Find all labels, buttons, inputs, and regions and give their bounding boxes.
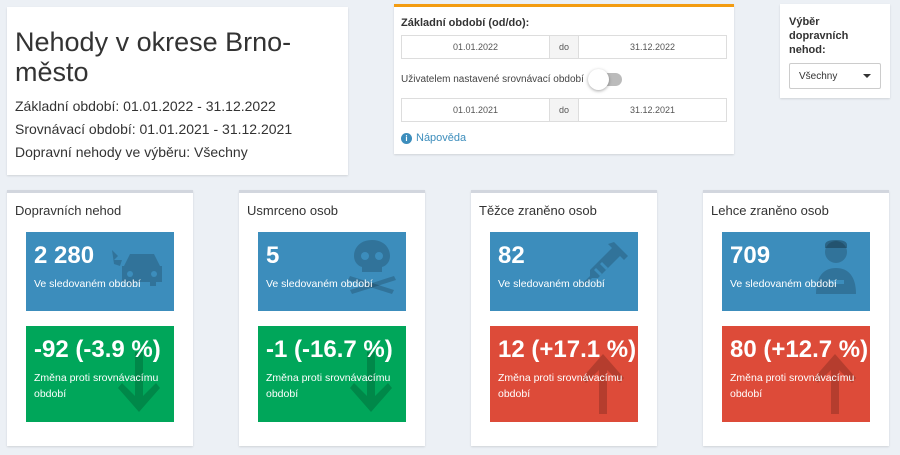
select-value: Všechny bbox=[799, 70, 838, 82]
compare-date-range: 01.01.2021 do 31.12.2021 bbox=[401, 98, 727, 122]
compare-period-text: Srovnávací období: 01.01.2021 - 31.12.20… bbox=[15, 121, 293, 137]
value-caption: Ve sledovaném období bbox=[498, 278, 605, 290]
custom-compare-row: Uživatelem nastavené srovnávací období bbox=[401, 67, 727, 91]
title-box: Nehody v okrese Brno-město Základní obdo… bbox=[7, 7, 348, 175]
panel-fatalities: Usmrceno osob 5 Ve sledovaném období -1 … bbox=[239, 190, 425, 446]
value-number: 709 bbox=[730, 242, 771, 269]
base-period-label: Základní období (od/do): bbox=[401, 17, 530, 29]
change-number: -92 (-3.9 %) bbox=[34, 336, 161, 363]
base-date-range: 01.01.2022 do 31.12.2022 bbox=[401, 35, 727, 59]
value-caption: Ve sledovaném období bbox=[730, 278, 837, 290]
skull-crossbones-icon bbox=[348, 240, 396, 294]
panel-accidents: Dopravních nehod 2 280 Ve sledovaném obd… bbox=[7, 190, 193, 446]
change-caption: Změna proti srovnávacímu období bbox=[34, 372, 159, 400]
base-date-separator: do bbox=[549, 36, 579, 58]
base-date-to-input[interactable]: 31.12.2022 bbox=[629, 42, 676, 52]
accident-type-select[interactable]: Všechny bbox=[789, 63, 881, 89]
change-number: -1 (-16.7 %) bbox=[266, 336, 393, 363]
panel-serious-injuries: Těžce zraněno osob 82 Ve sledovaném obdo… bbox=[471, 190, 657, 446]
value-number: 82 bbox=[498, 242, 525, 269]
custom-compare-label: Uživatelem nastavené srovnávací období bbox=[401, 73, 584, 85]
value-caption: Ve sledovaném období bbox=[266, 278, 373, 290]
value-caption: Ve sledovaném období bbox=[34, 278, 141, 290]
panel-title: Usmrceno osob bbox=[247, 203, 339, 218]
value-tile: 82 Ve sledovaném období bbox=[490, 232, 638, 311]
custom-compare-toggle[interactable] bbox=[587, 68, 622, 90]
toggle-knob bbox=[587, 68, 609, 90]
help-link-label: Nápověda bbox=[416, 132, 467, 144]
value-tile: 5 Ve sledovaném období bbox=[258, 232, 406, 311]
value-number: 2 280 bbox=[34, 242, 95, 269]
change-caption: Změna proti srovnávacímu období bbox=[730, 372, 855, 400]
change-caption: Změna proti srovnávacímu období bbox=[498, 372, 623, 400]
arrow-down-icon bbox=[350, 352, 392, 412]
change-caption: Změna proti srovnávacímu období bbox=[266, 372, 391, 400]
panel-title: Těžce zraněno osob bbox=[479, 203, 597, 218]
compare-date-from-input[interactable]: 01.01.2021 bbox=[452, 105, 499, 115]
change-number: 80 (+12.7 %) bbox=[730, 336, 869, 363]
arrow-up-icon bbox=[814, 354, 856, 414]
arrow-up-icon bbox=[582, 354, 624, 414]
user-injured-icon bbox=[816, 240, 856, 294]
compare-date-to-input[interactable]: 31.12.2021 bbox=[629, 105, 676, 115]
filter-label: Výběr dopravních nehod: bbox=[789, 16, 849, 56]
syringe-icon bbox=[580, 242, 628, 288]
compare-date-separator: do bbox=[549, 99, 579, 121]
panel-title: Lehce zraněno osob bbox=[711, 203, 829, 218]
car-crash-icon bbox=[112, 250, 162, 286]
page-title: Nehody v okrese Brno-město bbox=[15, 27, 292, 87]
change-tile: 80 (+12.7 %) Změna proti srovnávacímu ob… bbox=[722, 326, 870, 422]
value-number: 5 bbox=[266, 242, 280, 269]
caret-down-icon bbox=[863, 74, 871, 78]
arrow-down-icon bbox=[118, 352, 160, 412]
change-tile: -92 (-3.9 %) Změna proti srovnávacímu ob… bbox=[26, 326, 174, 422]
selection-text: Dopravní nehody ve výběru: Všechny bbox=[15, 144, 248, 160]
date-range-box: Základní období (od/do): 01.01.2022 do 3… bbox=[394, 4, 734, 154]
panel-light-injuries: Lehce zraněno osob 709 Ve sledovaném obd… bbox=[703, 190, 889, 446]
base-date-from-input[interactable]: 01.01.2022 bbox=[452, 42, 499, 52]
filter-box: Výběr dopravních nehod: Všechny bbox=[780, 4, 890, 98]
info-circle-icon: i bbox=[401, 132, 412, 144]
change-tile: 12 (+17.1 %) Změna proti srovnávacímu ob… bbox=[490, 326, 638, 422]
base-period-text: Základní období: 01.01.2022 - 31.12.2022 bbox=[15, 98, 276, 114]
change-number: 12 (+17.1 %) bbox=[498, 336, 637, 363]
help-link[interactable]: i Nápověda bbox=[401, 132, 727, 144]
value-tile: 2 280 Ve sledovaném období bbox=[26, 232, 174, 311]
change-tile: -1 (-16.7 %) Změna proti srovnávacímu ob… bbox=[258, 326, 406, 422]
panel-title: Dopravních nehod bbox=[15, 203, 122, 218]
value-tile: 709 Ve sledovaném období bbox=[722, 232, 870, 311]
